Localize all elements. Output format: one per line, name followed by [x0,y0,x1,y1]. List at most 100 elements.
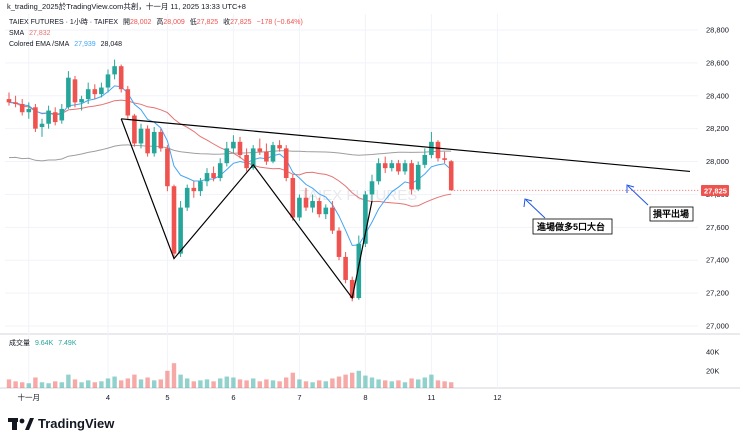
volume-bar [270,380,276,388]
price-tick-label: 28,000 [706,157,729,166]
price-tick-label: 28,600 [706,58,729,67]
candle-body [26,108,32,113]
candle-body [244,154,249,169]
brand[interactable]: TradingView [8,416,114,431]
volume-bar [422,377,427,388]
volume-bar [20,382,25,388]
volume-bar [152,380,157,388]
entry-arrow [525,199,546,219]
candle-body [429,141,434,155]
entry-arrow-head [523,198,533,208]
candle-body [336,230,342,257]
candle-body [72,79,78,103]
long-sma-line [8,144,452,162]
volume-bar [369,377,375,388]
candle-body [105,74,111,88]
candle-body [151,131,157,154]
price-badge-box [701,185,729,196]
ema-value: 27,939 [74,41,96,48]
volume-bar [13,381,18,388]
candle-body [52,112,58,123]
volume-bar [72,379,78,388]
sma-legend: SMA 27,832 [9,29,54,39]
price-badge: 27,825 [704,187,727,196]
candle-body [237,141,243,155]
volume-bar [383,380,388,388]
brand-name: TradingView [38,416,115,431]
volume-bar [66,374,71,388]
candle-body [376,163,381,182]
tradingview-logo-icon [8,417,34,431]
candle-body [191,187,197,192]
candle-body [396,163,401,172]
volume-bar [105,378,111,388]
candle-body [85,89,91,100]
candle-body [19,104,25,113]
time-tick-label: 4 [106,393,110,402]
open-label: 開 [122,19,130,26]
moving-averages [8,85,452,246]
volume-bar [310,382,315,388]
price-tick-label: 27,400 [706,256,729,265]
candle-body [39,123,45,128]
candle-body [198,181,203,192]
price-tick-label: 27,000 [706,322,729,331]
candle-body [448,161,454,191]
candle-body [435,141,441,159]
candle-body [297,197,302,218]
ema-sma-value: 28,048 [100,41,123,48]
candle-body [316,201,322,215]
high-label: 高 [156,19,164,26]
candle-body [250,148,256,169]
price-tick-label: 28,800 [706,26,729,35]
volume-bar [224,376,229,388]
change-value: −178 (−0.64%) [256,19,303,26]
candle-body [290,178,296,218]
volume-legend: 成交量 9.64K 7.49K [9,339,80,349]
sma-value: 27,832 [29,30,51,37]
candle-body [79,99,84,103]
volume-bar [237,379,243,388]
volume-bar [409,378,414,388]
volume-bar [297,379,302,388]
volume-bar [231,377,236,388]
volume-bar [46,383,51,388]
volume-bar [39,382,45,388]
volume-bars [6,363,454,388]
volume-label: 成交量 [9,340,30,347]
head-shoulders-pattern [120,118,373,300]
volume-bar [277,381,282,388]
candle-body [389,163,395,169]
candle-body [217,163,223,178]
close-label: 收 [223,19,231,26]
ohlc-legend: TAIEX FUTURES · 1小時 · TAIFEX 開28,002 高28… [9,18,306,28]
candle-body [184,187,190,208]
volume-bar [26,383,31,388]
volume-bar [429,374,434,388]
volume-tick-label: 40K [706,348,719,357]
volume-bar [165,370,170,388]
watermark: TAIEX FUTURES [300,187,417,204]
volume-bar [330,378,335,388]
volume-bar [317,380,322,388]
entry-label-box [532,218,613,235]
volume-bar [402,382,408,388]
volume-bar [6,379,12,388]
candle-body [356,243,362,299]
time-tick-label: 十一月 [18,392,41,402]
candle-body [66,77,71,108]
close-value: 27,825 [230,19,252,26]
volume-bar [251,378,256,388]
volume-bar [204,379,210,388]
chart-header: k_trading_2025於TradingView.com共創，十一月 11,… [0,0,740,14]
candle-body [409,163,414,190]
candle-body [277,145,282,149]
header-title: k_trading_2025於TradingView.com共創，十一月 11,… [7,2,246,11]
candle-body [323,207,329,215]
candle-body [178,207,183,254]
volume-bar [33,377,38,388]
volume-bar [356,370,361,388]
candle-body [363,194,368,244]
time-tick-label: 12 [493,393,501,402]
